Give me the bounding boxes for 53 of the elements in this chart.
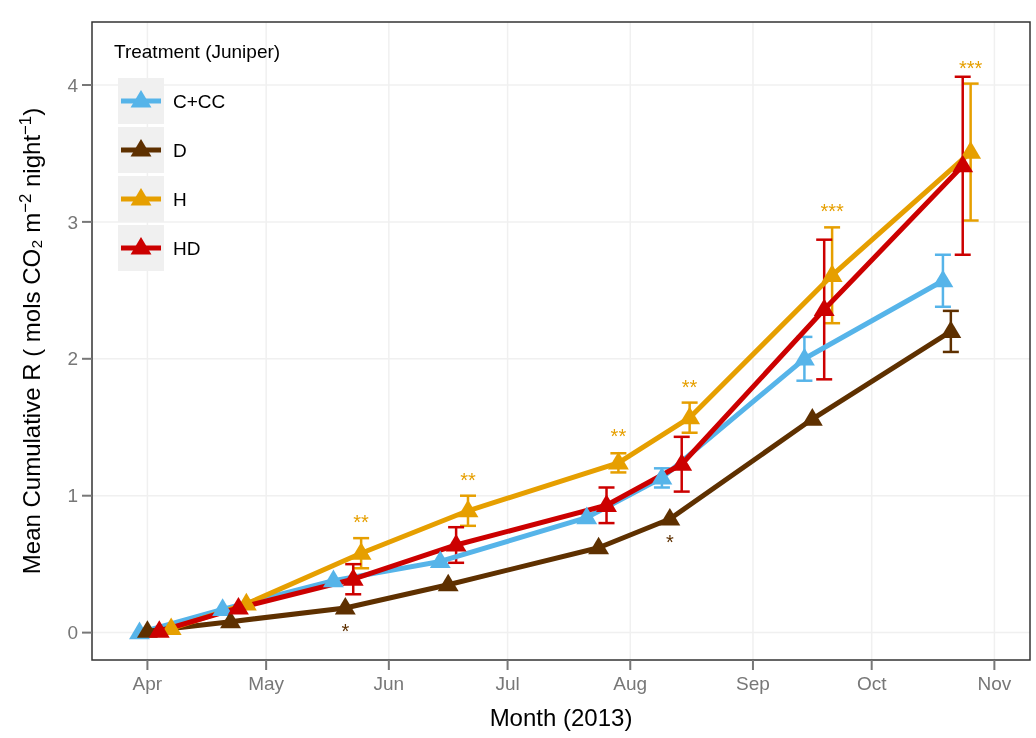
point xyxy=(960,141,982,159)
point xyxy=(952,154,974,173)
point xyxy=(350,542,372,560)
data-label: ** xyxy=(681,375,698,398)
point xyxy=(148,620,170,638)
data-label: ** xyxy=(353,511,370,534)
point xyxy=(813,298,835,317)
data-label: * xyxy=(665,530,674,553)
x-tick-label: Aug xyxy=(613,673,648,694)
point xyxy=(940,320,962,339)
point xyxy=(801,408,823,426)
legend-label: HD xyxy=(173,237,201,259)
y-tick-label: 3 xyxy=(67,211,78,233)
point xyxy=(437,573,459,592)
x-tick-label: Jul xyxy=(495,673,520,694)
point xyxy=(576,506,598,525)
data-label: *** xyxy=(820,200,844,223)
point xyxy=(342,568,364,586)
data-label: ** xyxy=(460,468,476,491)
y-tick-label: 4 xyxy=(67,74,79,96)
legend-label: C+CC xyxy=(173,90,226,112)
x-tick-label: Oct xyxy=(856,673,888,694)
x-tick-label: May xyxy=(248,673,285,694)
point xyxy=(679,406,701,425)
x-axis-title: Month (2013) xyxy=(489,704,633,731)
point xyxy=(671,453,693,471)
data-label: * xyxy=(341,619,350,642)
x-tick-label: Apr xyxy=(132,673,163,694)
x-tick-label: Sep xyxy=(736,673,770,694)
point xyxy=(457,499,479,518)
point xyxy=(322,569,344,588)
point xyxy=(793,347,815,366)
point xyxy=(932,269,954,288)
y-tick-label: 0 xyxy=(67,622,78,644)
legend-label: D xyxy=(173,139,187,161)
point xyxy=(227,596,249,615)
point xyxy=(659,507,681,526)
point xyxy=(429,550,451,569)
point xyxy=(334,596,356,615)
point xyxy=(588,536,610,555)
legend-title: Treatment (Juniper) xyxy=(114,41,281,62)
y-tick-label: 1 xyxy=(67,485,78,507)
point xyxy=(445,534,467,552)
point xyxy=(651,466,673,485)
legend-label: H xyxy=(173,188,187,210)
x-tick-label: Nov xyxy=(977,673,1012,694)
point xyxy=(821,264,843,282)
point xyxy=(607,451,629,470)
point xyxy=(596,494,617,512)
x-tick-label: Jun xyxy=(373,673,405,694)
data-label: *** xyxy=(958,56,983,79)
y-tick-label: 2 xyxy=(67,348,78,370)
data-label: ** xyxy=(610,424,627,447)
